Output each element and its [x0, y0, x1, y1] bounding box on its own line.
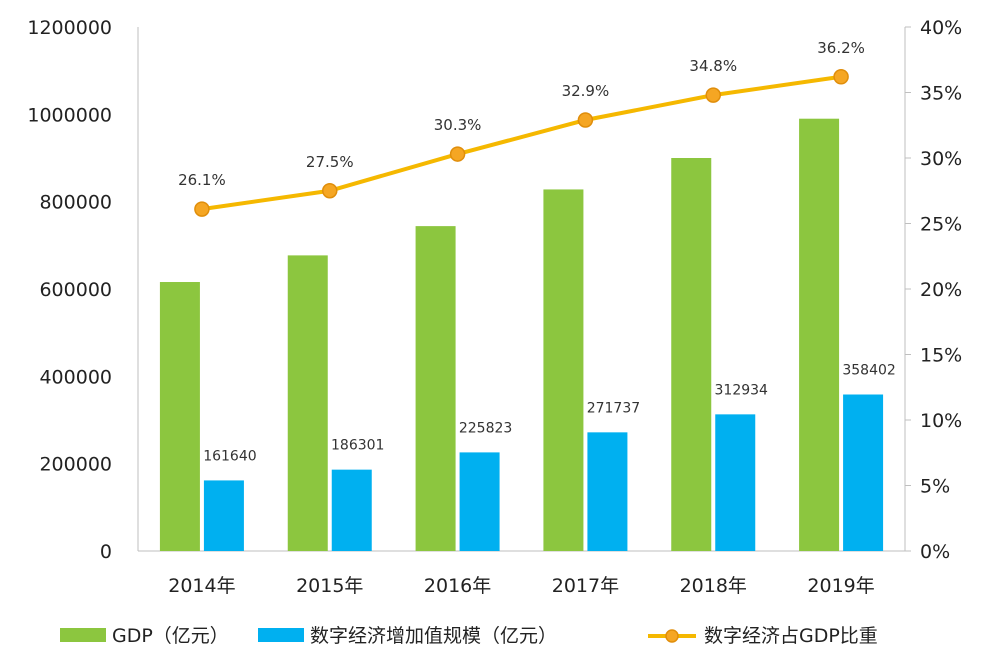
- bar-data-label: 225823: [459, 420, 512, 436]
- left-tick-label: 0: [100, 541, 112, 563]
- line-point: [322, 183, 338, 199]
- line-data-label: 32.9%: [562, 82, 610, 100]
- bar-gdp: [287, 255, 328, 552]
- bar-gdp: [799, 118, 840, 551]
- left-tick-label: 600000: [39, 279, 112, 301]
- line-data-label: 26.1%: [178, 171, 226, 189]
- left-tick-label: 400000: [39, 366, 112, 388]
- x-tick-label: 2015年: [296, 575, 363, 597]
- bar-digital-economy: [331, 469, 372, 551]
- line-point: [194, 201, 210, 217]
- left-tick-label: 1200000: [27, 17, 112, 39]
- line-data-label: 27.5%: [306, 153, 354, 171]
- x-tick-label: 2018年: [680, 575, 747, 597]
- bar-data-label: 186301: [331, 438, 384, 454]
- bar-data-label: 161640: [203, 448, 256, 464]
- bar-data-label: 271737: [587, 400, 640, 416]
- right-tick-label: 5%: [920, 476, 950, 498]
- bar-data-label: 358402: [842, 362, 895, 378]
- x-tick-label: 2016年: [424, 575, 491, 597]
- right-tick-label: 25%: [920, 214, 962, 236]
- right-tick-label: 15%: [920, 345, 962, 367]
- left-tick-label: 200000: [39, 454, 112, 476]
- legend-label-digital-economy: 数字经济增加值规模（亿元）: [310, 625, 557, 647]
- x-tick-label: 2014年: [168, 575, 235, 597]
- bar-digital-economy: [587, 432, 628, 551]
- line-data-label: 30.3%: [434, 116, 482, 134]
- bar-gdp: [159, 282, 200, 551]
- legend-label-digital-share: 数字经济占GDP比重: [704, 625, 878, 647]
- x-tick-label: 2017年: [552, 575, 619, 597]
- bar-gdp: [415, 226, 456, 551]
- bar-gdp: [671, 158, 712, 551]
- legend-swatch-gdp: [60, 628, 106, 642]
- line-point: [833, 69, 849, 85]
- line-data-label: 36.2%: [817, 39, 865, 57]
- x-tick-label: 2019年: [807, 575, 874, 597]
- right-tick-label: 0%: [920, 541, 950, 563]
- left-tick-label: 800000: [39, 192, 112, 214]
- line-data-label: 34.8%: [689, 57, 737, 75]
- legend-swatch-marker: [665, 629, 679, 643]
- right-tick-label: 10%: [920, 410, 962, 432]
- bar-digital-economy: [843, 394, 884, 551]
- bar-digital-economy: [459, 452, 500, 551]
- legend-swatch-digital-economy: [258, 628, 304, 642]
- bar-digital-economy: [203, 480, 244, 551]
- line-point: [577, 112, 594, 128]
- right-tick-label: 30%: [920, 148, 962, 170]
- right-tick-label: 40%: [920, 17, 962, 39]
- line-digital-share: [201, 74, 842, 212]
- right-tick-label: 20%: [920, 279, 962, 301]
- line-point: [449, 146, 466, 162]
- bar-gdp: [543, 189, 584, 551]
- bar-digital-economy: [715, 414, 756, 551]
- left-tick-label: 1000000: [27, 104, 112, 126]
- line-point: [705, 87, 721, 103]
- legend-label-gdp: GDP（亿元）: [112, 625, 229, 647]
- right-tick-label: 35%: [920, 83, 962, 105]
- bar-data-label: 312934: [715, 382, 769, 398]
